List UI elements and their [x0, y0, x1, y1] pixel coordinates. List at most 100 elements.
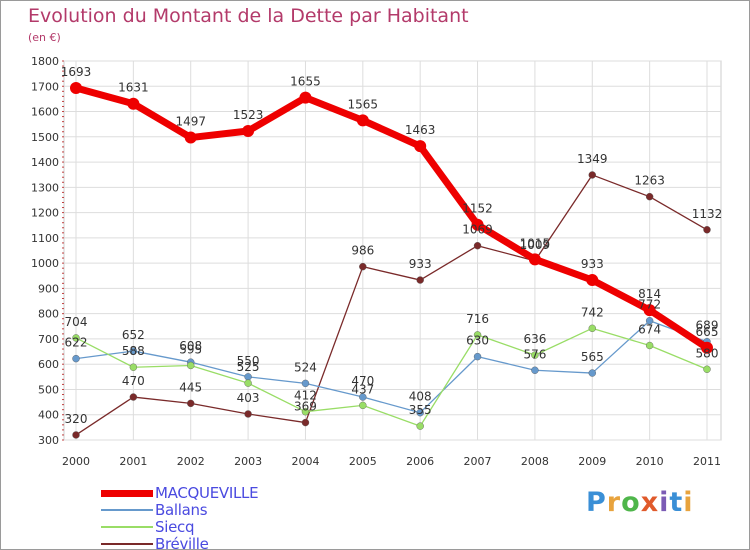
data-label: 933 [581, 257, 604, 271]
data-label: 580 [696, 346, 719, 360]
legend-label: Ballans [155, 501, 208, 519]
data-point [129, 347, 138, 355]
y-tick-label: 1100 [31, 232, 59, 245]
legend-swatch [101, 509, 153, 511]
data-label: 408 [409, 390, 432, 404]
legend-label: Siecq [155, 518, 195, 536]
data-label: 630 [466, 334, 489, 348]
data-label: 588 [122, 344, 145, 358]
data-point [416, 409, 424, 417]
x-tick-label: 2000 [62, 455, 90, 468]
data-point [301, 408, 310, 416]
data-point [301, 379, 310, 388]
data-label: 1655 [290, 75, 321, 89]
y-tick-label: 500 [38, 383, 59, 396]
chart-title: Evolution du Montant de la Dette par Hab… [28, 5, 469, 27]
data-label: 1132 [692, 207, 723, 221]
data-label: 595 [179, 342, 202, 356]
data-label: 689 [696, 319, 719, 333]
x-tick-label: 2002 [177, 455, 205, 468]
y-tick-label: 800 [38, 308, 59, 321]
legend-swatch [101, 543, 153, 545]
data-label: 1565 [348, 97, 379, 111]
data-point [473, 241, 482, 250]
legend-swatch [101, 490, 153, 497]
data-label: 772 [638, 298, 661, 312]
data-label: 403 [237, 391, 260, 405]
y-tick-label: 1500 [31, 131, 59, 144]
logo-letter: P [586, 487, 607, 518]
data-label: 1069 [462, 223, 493, 237]
data-label: 636 [523, 332, 546, 346]
data-point [72, 431, 80, 439]
data-point [359, 393, 367, 401]
data-label: 437 [351, 382, 374, 396]
data-point [299, 91, 312, 104]
data-point [471, 218, 484, 231]
data-point [70, 82, 82, 95]
data-point [359, 262, 367, 271]
data-label: 986 [351, 244, 374, 258]
y-tick-label: 1700 [31, 80, 59, 93]
data-label: 1263 [634, 174, 665, 188]
data-point [473, 331, 482, 339]
legend-label: MACQUEVILLE [155, 484, 259, 502]
data-label: 470 [122, 374, 145, 388]
data-label: 1523 [233, 108, 264, 122]
logo-letter: x [640, 487, 660, 518]
y-tick-label: 300 [38, 434, 59, 447]
data-label: 652 [122, 328, 145, 342]
data-point [72, 334, 80, 342]
data-point [703, 365, 711, 373]
data-label: 622 [65, 336, 88, 350]
y-tick-label: 1300 [31, 181, 59, 194]
legend-label: Bréville [155, 535, 209, 550]
data-point [703, 226, 711, 234]
data-point [586, 274, 599, 287]
data-label: 1463 [405, 123, 436, 137]
data-label: 470 [351, 374, 374, 388]
data-point [701, 341, 713, 354]
x-tick-label: 2010 [636, 455, 664, 468]
x-tick-label: 2003 [234, 455, 262, 468]
data-point [473, 352, 482, 361]
y-tick-label: 700 [38, 333, 59, 346]
data-label: 674 [638, 323, 661, 337]
y-tick-label: 1200 [31, 207, 59, 220]
data-label: 716 [466, 312, 489, 326]
data-point [187, 399, 195, 408]
data-point [531, 351, 539, 359]
logo-letter: i [659, 487, 670, 518]
data-label: 550 [237, 354, 260, 368]
x-tick-label: 2006 [406, 455, 434, 468]
data-point [244, 410, 252, 418]
data-label: 576 [523, 347, 546, 361]
logo-letter: o [621, 487, 641, 518]
data-point [359, 401, 367, 410]
data-point [588, 171, 596, 179]
data-label: 445 [179, 380, 202, 394]
data-point [643, 304, 656, 317]
data-label: 742 [581, 305, 604, 319]
x-tick-label: 2009 [578, 455, 606, 468]
data-label: 565 [581, 350, 604, 364]
data-point [414, 140, 427, 153]
data-point [528, 253, 541, 266]
y-tick-label: 900 [38, 282, 59, 295]
data-label: 412 [294, 389, 317, 403]
data-point [187, 361, 195, 370]
data-label: 1693 [61, 65, 92, 79]
data-label: 704 [65, 315, 88, 329]
data-point [588, 369, 596, 377]
logo-letter: r [606, 487, 622, 518]
data-point [356, 114, 369, 127]
data-label: 608 [179, 339, 202, 353]
chart-subtitle: (en €) [28, 31, 61, 44]
x-tick-label: 2004 [291, 455, 319, 468]
proxiti-logo: Proxiti [586, 487, 694, 518]
data-label: 355 [409, 403, 432, 417]
y-tick-label: 600 [38, 358, 59, 371]
series-line-bréville [75, 174, 708, 436]
x-tick-label: 2001 [119, 455, 147, 468]
